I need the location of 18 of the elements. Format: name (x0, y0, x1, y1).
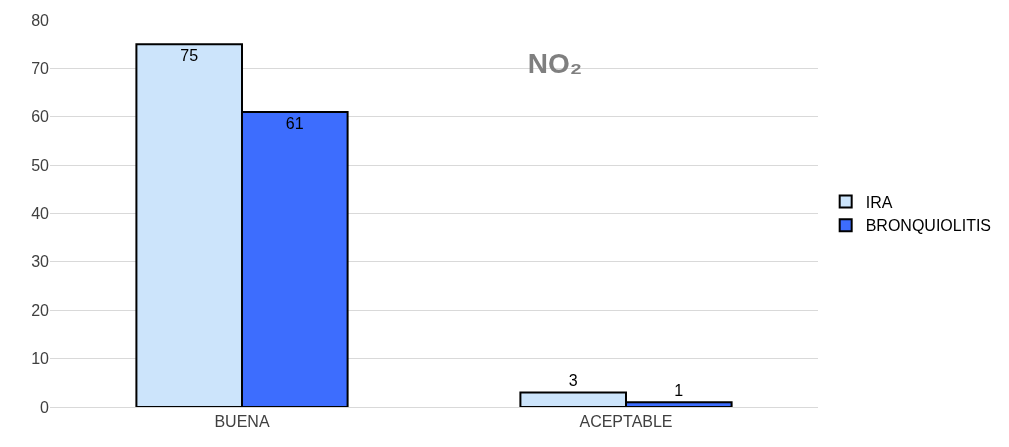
x-tick-label: BUENA (214, 413, 270, 431)
y-tick-label: 0 (40, 398, 50, 416)
y-tick-label: 80 (31, 11, 50, 29)
data-label: 61 (285, 114, 304, 132)
legend-label: IRA (865, 193, 893, 211)
legend-label: BRONQUIOLITIS (865, 217, 992, 235)
data-label: 75 (180, 47, 199, 65)
y-tick-label: 50 (31, 156, 50, 174)
y-tick-label: 70 (31, 59, 50, 77)
data-label: 3 (568, 372, 578, 390)
x-tick-label: ACEPTABLE (579, 413, 673, 431)
y-tick-label: 40 (31, 205, 50, 223)
y-tick-label: 20 (31, 301, 50, 319)
y-tick-label: 10 (31, 350, 50, 368)
y-tick-label: 60 (31, 108, 50, 126)
y-tick-label: 30 (31, 253, 50, 271)
data-label: 1 (674, 382, 684, 400)
text: NO₂ (527, 48, 583, 80)
